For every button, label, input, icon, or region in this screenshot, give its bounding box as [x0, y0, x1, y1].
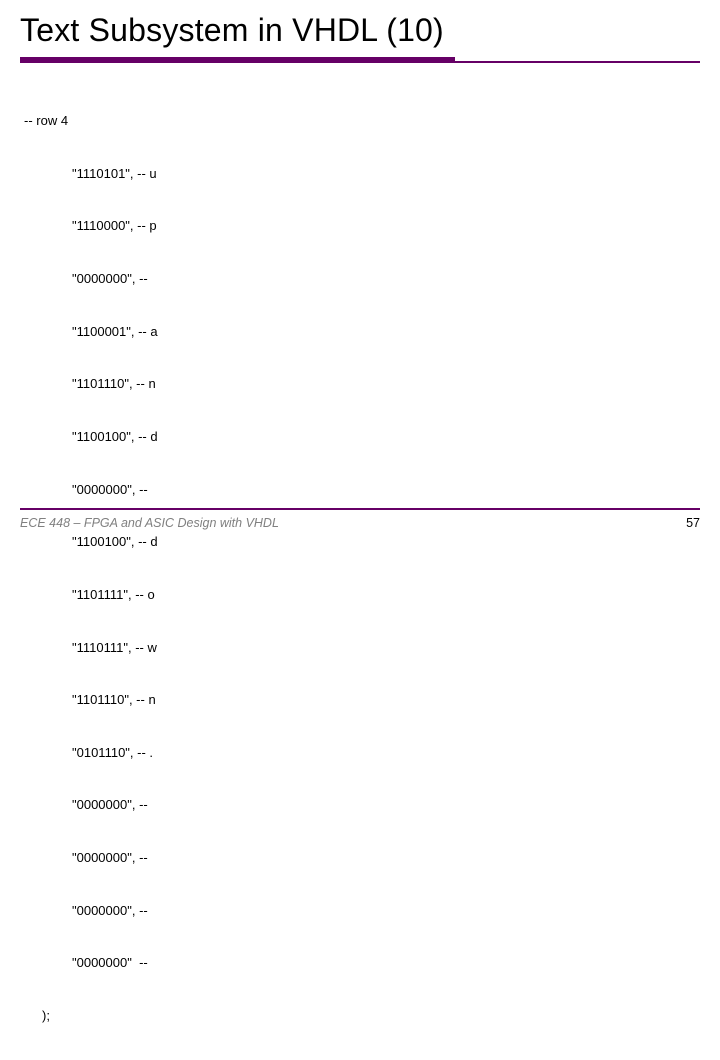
footer-course: ECE 448 – FPGA and ASIC Design with VHDL [20, 516, 279, 530]
footer-divider [20, 508, 700, 510]
code-line: "0000000", -- [24, 481, 700, 499]
code-line: "1101111", -- o [24, 586, 700, 604]
code-row-header: -- row 4 [24, 112, 700, 130]
code-close: ); [24, 1007, 700, 1025]
code-line: "0101110", -- . [24, 744, 700, 762]
code-block: -- row 4 "1110101", -- u "1110000", -- p… [20, 77, 700, 1060]
slide-title: Text Subsystem in VHDL (10) [20, 12, 700, 49]
code-line: "1101110", -- n [24, 375, 700, 393]
title-underline [20, 57, 700, 63]
code-line: "1110000", -- p [24, 217, 700, 235]
footer-row: ECE 448 – FPGA and ASIC Design with VHDL… [20, 516, 700, 530]
underline-thin [20, 61, 700, 63]
code-line: "0000000", -- [24, 902, 700, 920]
code-line: "1100100", -- d [24, 428, 700, 446]
code-line: "1110111", -- w [24, 639, 700, 657]
slide-container: Text Subsystem in VHDL (10) -- row 4 "11… [0, 0, 720, 540]
code-line: "0000000", -- [24, 270, 700, 288]
code-line: "1101110", -- n [24, 691, 700, 709]
code-line: "1110101", -- u [24, 165, 700, 183]
code-line: "0000000", -- [24, 849, 700, 867]
code-line: "1100100", -- d [24, 533, 700, 551]
page-number: 57 [686, 516, 700, 530]
code-line: "0000000", -- [24, 796, 700, 814]
code-line: "1100001", -- a [24, 323, 700, 341]
slide-footer: ECE 448 – FPGA and ASIC Design with VHDL… [0, 508, 720, 530]
code-line: "0000000" -- [24, 954, 700, 972]
